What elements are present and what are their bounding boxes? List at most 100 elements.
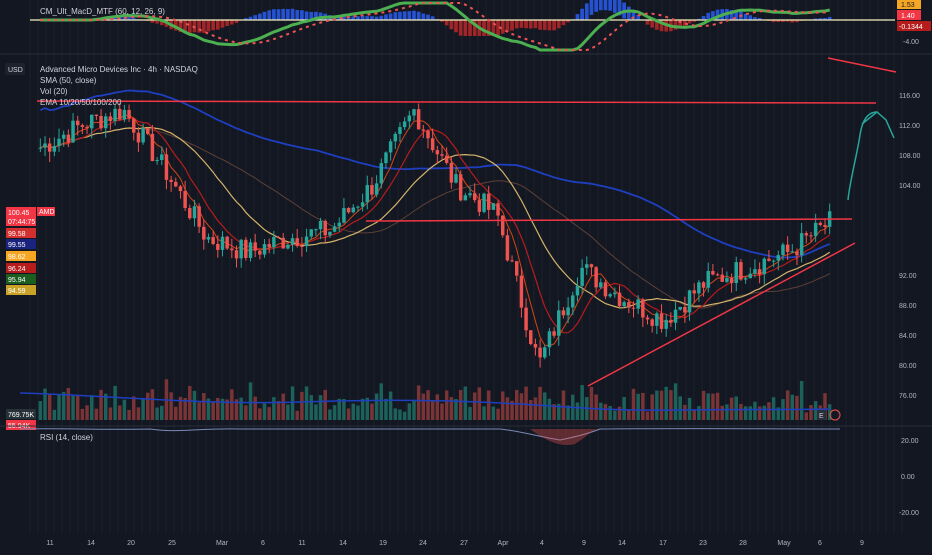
- candle-body: [165, 154, 168, 179]
- macd-hist-bar: [426, 15, 430, 20]
- volume-bar: [169, 392, 172, 420]
- candle-body: [319, 221, 322, 229]
- indicator-sma: SMA (50, close): [40, 76, 97, 85]
- candle-body: [506, 235, 509, 260]
- time-axis-label: 20: [127, 540, 135, 547]
- candle-body: [193, 206, 196, 218]
- candle-body: [767, 259, 770, 261]
- candle-body: [361, 202, 364, 206]
- time-axis-label: 24: [419, 540, 427, 547]
- indicator-ema: EMA 10/20/50/100/200: [40, 98, 122, 107]
- volume-bar: [496, 409, 499, 420]
- candle-body: [510, 260, 513, 261]
- candle-body: [445, 156, 448, 163]
- macd-hist-bar: [585, 3, 589, 19]
- candle-body: [501, 216, 504, 236]
- time-axis-label: 11: [46, 540, 53, 547]
- candle-body: [67, 135, 70, 143]
- volume-bar: [538, 387, 541, 420]
- volume-bar: [62, 392, 65, 420]
- volume-bar: [352, 404, 355, 420]
- macd-hist-bar: [529, 20, 533, 29]
- candle-body: [669, 320, 672, 323]
- volume-bar: [515, 390, 518, 420]
- macd-hist-bar: [305, 11, 309, 20]
- volume-bar: [314, 404, 317, 420]
- time-axis-label: Apr: [498, 540, 510, 547]
- price-badge-label: 95.94: [8, 277, 26, 284]
- volume-bar: [249, 382, 252, 420]
- candle-body: [221, 237, 224, 250]
- candle-body: [464, 195, 467, 200]
- volume-bar: [118, 405, 121, 420]
- candle-body: [604, 282, 607, 296]
- volume-bar: [692, 410, 695, 420]
- candle-body: [338, 223, 341, 227]
- volume-bar: [753, 402, 756, 420]
- candle-body: [702, 282, 705, 287]
- volume-bar: [501, 391, 504, 420]
- volume-bar: [141, 398, 144, 420]
- candle-body: [389, 141, 392, 152]
- volume-bar: [576, 403, 579, 420]
- candle-body: [538, 348, 541, 358]
- candle-body: [109, 116, 112, 121]
- candle-body: [515, 261, 518, 275]
- macd-hist-bar: [548, 20, 552, 30]
- candle-body: [76, 121, 79, 125]
- price-badge-label: 96.24: [8, 266, 26, 273]
- candle-body: [674, 310, 677, 323]
- candle-body: [809, 235, 812, 236]
- volume-bar: [408, 403, 411, 420]
- candle-body: [636, 299, 639, 308]
- volume-bar: [57, 394, 60, 420]
- volume-bar: [440, 403, 443, 420]
- time-axis-label: 6: [818, 540, 822, 547]
- macd-label-2: 1.40: [901, 13, 915, 20]
- macd-hist-bar: [277, 9, 281, 20]
- candle-body: [744, 278, 747, 279]
- volume-bar: [85, 405, 88, 420]
- time-axis-label: 14: [339, 540, 347, 547]
- macd-hist-bar: [613, 0, 617, 13]
- candle-body: [819, 223, 822, 225]
- volume-bar: [431, 401, 434, 420]
- volume-bar: [71, 396, 74, 420]
- time-axis-label: 28: [739, 540, 747, 547]
- volume-bar: [468, 407, 471, 420]
- time-axis-label: 14: [618, 540, 626, 547]
- macd-hist-bar: [263, 12, 267, 20]
- earnings-icon[interactable]: E: [819, 413, 824, 420]
- volume-bar: [520, 393, 523, 420]
- macd-hist-bar: [552, 20, 556, 30]
- volume-bar: [772, 397, 775, 420]
- candle-body: [263, 244, 266, 254]
- volume-bar: [809, 405, 812, 420]
- candle-body: [496, 203, 499, 215]
- candle-body: [412, 109, 415, 115]
- macd-label-4: -4.00: [903, 39, 919, 46]
- candle-body: [244, 240, 247, 258]
- candle-body: [230, 249, 233, 251]
- rsi-tick-3: -20.00: [899, 510, 919, 517]
- candle-body: [543, 347, 546, 357]
- candle-body: [314, 229, 317, 230]
- time-axis-label: 19: [379, 540, 387, 547]
- candle-body: [342, 208, 345, 223]
- candle-body: [118, 109, 121, 120]
- candle-body: [487, 194, 490, 210]
- volume-bar: [786, 390, 789, 420]
- macd-hist-bar: [403, 11, 407, 20]
- candle-body: [576, 286, 579, 296]
- price-tick-label: 108.00: [899, 153, 921, 160]
- candle-body: [805, 233, 808, 235]
- macd-hist-bar: [515, 20, 519, 28]
- volume-bar: [263, 403, 266, 420]
- candle-body: [478, 200, 481, 212]
- volume-bar: [622, 397, 625, 420]
- candle-body: [454, 174, 457, 182]
- macd-label-3: -0.1344: [899, 24, 923, 31]
- candle-body: [356, 207, 359, 208]
- volume-bar: [291, 386, 294, 420]
- macd-hist-bar: [510, 20, 514, 31]
